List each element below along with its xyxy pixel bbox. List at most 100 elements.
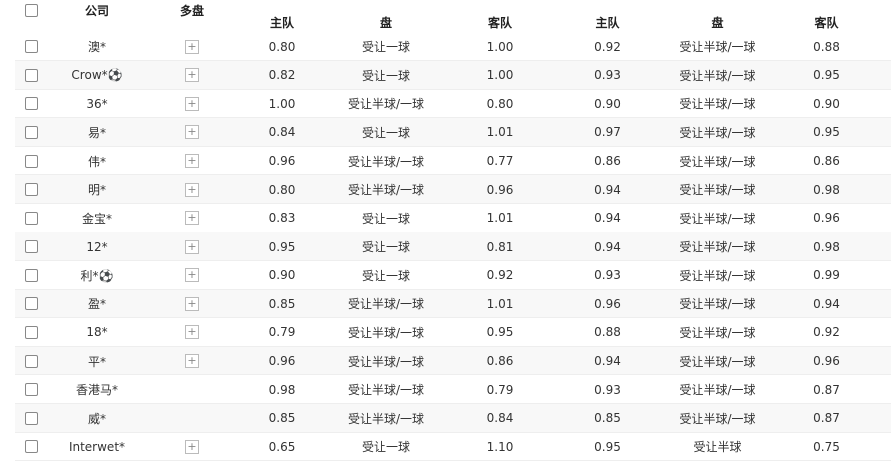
- row-checkbox[interactable]: [24, 240, 38, 254]
- multi-expand-button[interactable]: +: [185, 68, 199, 83]
- checkbox-cell: [15, 290, 47, 319]
- row-checkbox[interactable]: [24, 125, 38, 139]
- multi-cell: +: [147, 90, 237, 119]
- multi-cell: +: [147, 232, 237, 261]
- company: 平*: [87, 354, 106, 369]
- company: 伟*: [87, 154, 106, 169]
- odds-cell: 0.98: [813, 239, 840, 254]
- select-all-checkbox[interactable]: [24, 3, 38, 17]
- odds-cell: 0.85: [268, 296, 296, 311]
- multi-expand-button[interactable]: +: [185, 96, 199, 111]
- checkbox-cell: [15, 33, 47, 62]
- row-checkbox[interactable]: [24, 97, 38, 111]
- checkbox-cell: [15, 175, 47, 204]
- odds-cell: 0.81: [486, 239, 514, 254]
- odds-cell: 受让半球/一球: [679, 68, 756, 83]
- odds-cell: 0.94: [813, 296, 840, 311]
- header-column: 盘: [711, 15, 724, 30]
- odds-cell: 0.85: [268, 411, 296, 426]
- checkbox-cell: [15, 261, 47, 290]
- odds-cell: 0.99: [813, 268, 840, 283]
- row-checkbox[interactable]: [24, 411, 38, 425]
- odds-cell: 0.95: [486, 325, 514, 340]
- odds-cell: 受让半球/一球: [679, 40, 756, 55]
- odds-cell: 0.75: [813, 439, 840, 454]
- odds-cell: 0.85: [594, 411, 621, 426]
- table-row: Interwet* +0.65 受让一球 1.10 0.95 受让半球 0.75: [15, 432, 891, 462]
- odds-cell: 受让半球/一球: [347, 183, 425, 198]
- multi-cell: +: [147, 318, 237, 347]
- multi-cell: +: [147, 347, 237, 376]
- odds-cell: 0.96: [594, 296, 621, 311]
- multi-expand-button[interactable]: +: [185, 182, 199, 197]
- multi-cell: [147, 404, 237, 433]
- multi-expand-button[interactable]: +: [185, 439, 199, 454]
- odds-cell: 0.87: [813, 382, 840, 397]
- multi-expand-button[interactable]: +: [185, 39, 199, 54]
- checkbox-cell: [15, 90, 47, 119]
- checkbox-cell: [15, 204, 47, 233]
- odds-cell: 0.90: [594, 96, 621, 111]
- row-checkbox[interactable]: [24, 211, 38, 225]
- table-row: 盈* +0.85 受让半球/一球 1.01 0.96 受让半球/一球 0.94: [15, 289, 891, 319]
- row-checkbox[interactable]: [24, 383, 38, 397]
- multi-cell: +: [147, 175, 237, 204]
- row-checkbox[interactable]: [24, 183, 38, 197]
- row-checkbox[interactable]: [24, 325, 38, 339]
- odds-cell: 受让半球/一球: [679, 268, 756, 283]
- company: 威*: [87, 411, 106, 426]
- multi-expand-button[interactable]: +: [185, 354, 199, 369]
- odds-cell: 0.95: [594, 439, 621, 454]
- multi-expand-button[interactable]: +: [185, 211, 199, 226]
- odds-cell: 0.95: [268, 239, 296, 254]
- odds-cell: 0.93: [594, 382, 621, 397]
- odds-cell: 0.84: [268, 125, 296, 140]
- odds-cell: 受让半球/一球: [679, 411, 756, 426]
- row-checkbox[interactable]: [24, 440, 38, 454]
- checkbox-cell: [15, 375, 47, 404]
- checkbox-cell: [15, 118, 47, 147]
- odds-cell: 受让半球/一球: [679, 97, 756, 112]
- multi-cell: +: [147, 33, 237, 62]
- odds-cell: 受让半球/一球: [347, 354, 425, 369]
- odds-cell: 0.94: [594, 182, 621, 197]
- odds-cell: 受让半球: [693, 440, 742, 455]
- odds-cell: 受让半球/一球: [679, 125, 756, 140]
- row-checkbox[interactable]: [24, 154, 38, 168]
- company: 澳*: [87, 40, 106, 55]
- multi-cell: +: [147, 290, 237, 319]
- odds-cell: 受让半球/一球: [347, 325, 425, 340]
- row-checkbox[interactable]: [24, 297, 38, 311]
- odds-cell: 受让半球/一球: [347, 383, 425, 398]
- odds-cell: 受让一球: [361, 211, 410, 226]
- multi-cell: [147, 375, 237, 404]
- odds-cell: 0.82: [268, 68, 296, 83]
- row-checkbox[interactable]: [24, 68, 38, 82]
- multi-expand-button[interactable]: +: [185, 325, 199, 340]
- row-checkbox[interactable]: [24, 40, 38, 54]
- company: Crow*⚽: [71, 68, 123, 83]
- odds-cell: 0.84: [486, 411, 514, 426]
- row-checkbox[interactable]: [24, 354, 38, 368]
- odds-cell: 受让一球: [361, 68, 410, 83]
- row-checkbox[interactable]: [24, 268, 38, 282]
- table-row: 威* 0.85 受让半球/一球 0.84 0.85 受让半球/一球 0.87: [15, 403, 891, 433]
- company: 利*⚽: [80, 268, 114, 283]
- table-row: 利*⚽ +0.90 受让一球 0.92 0.93 受让半球/一球 0.99: [15, 261, 891, 290]
- header-company: 公司: [84, 3, 109, 18]
- table-row: 澳* +0.80 受让一球 1.00 0.92 受让半球/一球 0.88: [15, 33, 891, 62]
- odds-cell: 0.65: [268, 439, 296, 454]
- odds-cell: 1.00: [486, 39, 514, 54]
- multi-expand-button[interactable]: +: [185, 239, 199, 254]
- checkbox-cell: [15, 347, 47, 376]
- odds-cell: 0.86: [813, 154, 840, 169]
- multi-expand-button[interactable]: +: [185, 296, 199, 311]
- odds-cell: 受让半球/一球: [347, 154, 425, 169]
- odds-cell: 1.00: [268, 96, 296, 111]
- multi-expand-button[interactable]: +: [185, 268, 199, 283]
- odds-cell: 0.90: [813, 96, 840, 111]
- header-column: 主队: [269, 15, 294, 30]
- multi-expand-button[interactable]: +: [185, 125, 199, 140]
- company: 金宝*: [81, 211, 112, 226]
- multi-expand-button[interactable]: +: [185, 154, 199, 169]
